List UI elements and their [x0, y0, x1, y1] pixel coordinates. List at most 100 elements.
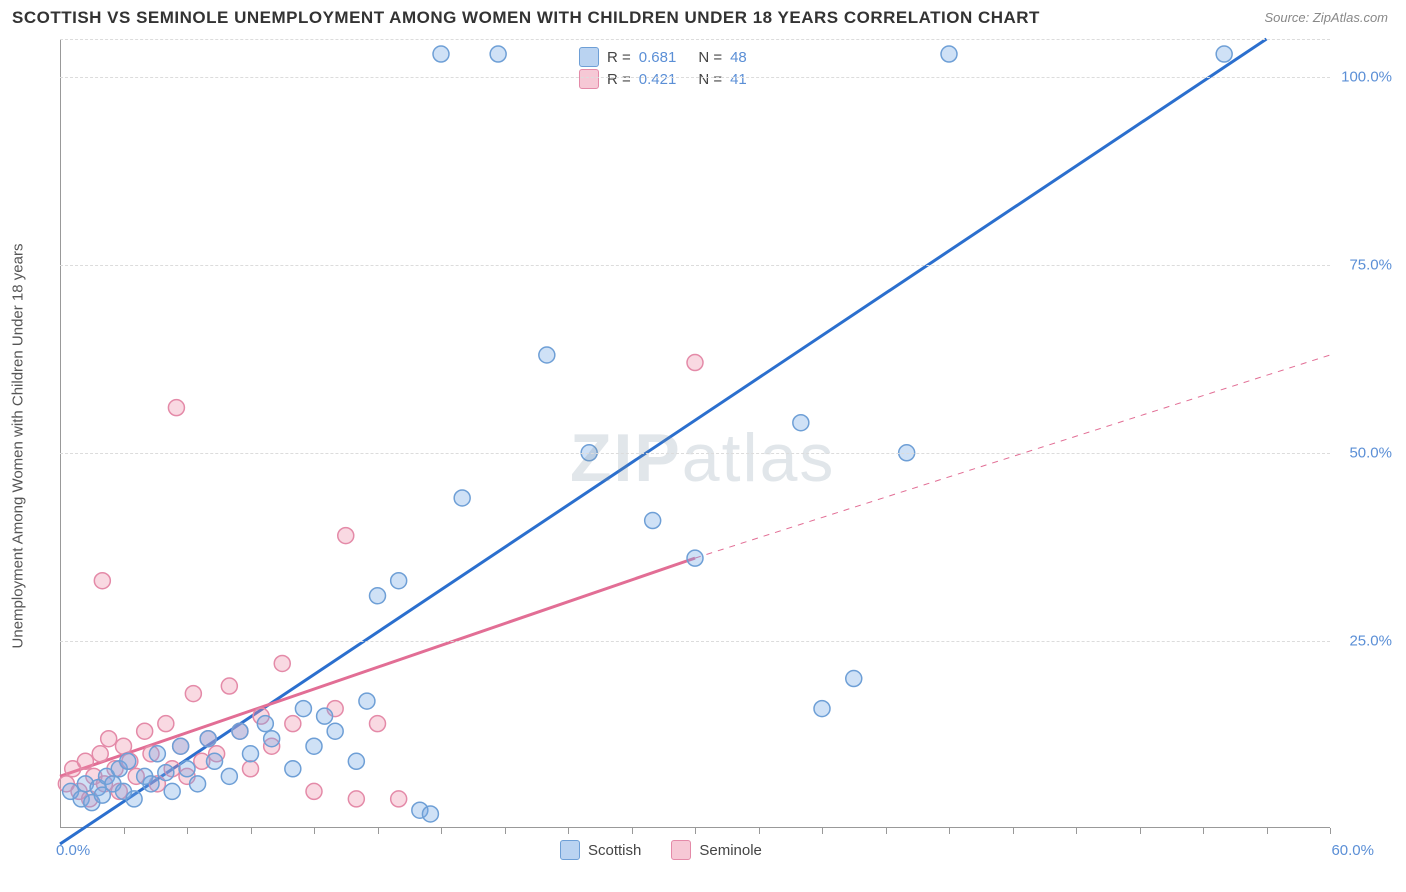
point-scottish [359, 693, 375, 709]
x-tick [822, 828, 823, 834]
legend-item-seminole: Seminole [671, 840, 762, 860]
y-axis-title: Unemployment Among Women with Children U… [10, 244, 27, 649]
point-scottish [348, 753, 364, 769]
legend-swatch-scottish [579, 47, 599, 67]
point-scottish [200, 731, 216, 747]
source-label: Source: ZipAtlas.com [1264, 10, 1388, 25]
x-tick [886, 828, 887, 834]
x-tick [632, 828, 633, 834]
x-tick [1203, 828, 1204, 834]
legend-r-value: 0.681 [639, 49, 677, 66]
point-seminole [243, 761, 259, 777]
y-tick-label: 75.0% [1349, 256, 1392, 273]
point-scottish [539, 347, 555, 363]
point-seminole [348, 791, 364, 807]
legend-n-value: 48 [730, 49, 747, 66]
point-scottish [490, 46, 506, 62]
point-scottish [433, 46, 449, 62]
legend-r-label: R = [607, 71, 631, 88]
point-scottish [306, 738, 322, 754]
point-seminole [687, 355, 703, 371]
legend-label: Seminole [699, 842, 762, 859]
point-scottish [1216, 46, 1232, 62]
point-seminole [94, 573, 110, 589]
x-tick [695, 828, 696, 834]
point-scottish [295, 701, 311, 717]
x-tick [251, 828, 252, 834]
point-scottish [846, 671, 862, 687]
legend-swatch-icon [671, 840, 691, 860]
gridline [60, 77, 1330, 78]
x-tick [1013, 828, 1014, 834]
point-scottish [264, 731, 280, 747]
point-seminole [306, 783, 322, 799]
legend-swatch-icon [560, 840, 580, 860]
point-scottish [370, 588, 386, 604]
point-scottish [645, 513, 661, 529]
point-seminole [221, 678, 237, 694]
legend-row-seminole: R = 0.421 N = 41 [579, 68, 747, 90]
point-seminole [101, 731, 117, 747]
point-scottish [687, 550, 703, 566]
x-tick [1267, 828, 1268, 834]
legend-n-label: N = [698, 49, 722, 66]
point-seminole [137, 723, 153, 739]
x-tick [759, 828, 760, 834]
point-scottish [317, 708, 333, 724]
point-seminole [77, 753, 93, 769]
x-tick [378, 828, 379, 834]
point-seminole [116, 738, 132, 754]
x-tick [1076, 828, 1077, 834]
x-tick [1330, 828, 1331, 834]
point-scottish [327, 723, 343, 739]
legend-series: Scottish Seminole [560, 840, 762, 860]
legend-r-label: R = [607, 49, 631, 66]
point-seminole [370, 716, 386, 732]
point-scottish [143, 776, 159, 792]
x-tick [441, 828, 442, 834]
point-scottish [179, 761, 195, 777]
x-tick [1140, 828, 1141, 834]
x-axis-min-label: 0.0% [56, 842, 90, 859]
y-tick-label: 25.0% [1349, 632, 1392, 649]
gridline [60, 453, 1330, 454]
legend-label: Scottish [588, 842, 641, 859]
point-scottish [158, 765, 174, 781]
legend-swatch-seminole [579, 69, 599, 89]
x-tick [949, 828, 950, 834]
point-scottish [422, 806, 438, 822]
point-scottish [164, 783, 180, 799]
point-scottish [941, 46, 957, 62]
legend-row-scottish: R = 0.681 N = 48 [579, 46, 747, 68]
plot-area: ZIPatlas R = 0.681 N = 48 R = 0.421 N = … [60, 38, 1330, 828]
x-tick [505, 828, 506, 834]
x-tick [187, 828, 188, 834]
point-seminole [168, 400, 184, 416]
point-seminole [158, 716, 174, 732]
point-scottish [232, 723, 248, 739]
point-seminole [92, 746, 108, 762]
chart-title: SCOTTISH VS SEMINOLE UNEMPLOYMENT AMONG … [12, 8, 1040, 28]
gridline [60, 39, 1330, 40]
y-tick-label: 50.0% [1349, 444, 1392, 461]
point-scottish [207, 753, 223, 769]
point-scottish [454, 490, 470, 506]
gridline [60, 265, 1330, 266]
legend-correlation: R = 0.681 N = 48 R = 0.421 N = 41 [570, 41, 756, 95]
x-tick [568, 828, 569, 834]
point-seminole [185, 686, 201, 702]
point-scottish [243, 746, 259, 762]
point-scottish [190, 776, 206, 792]
legend-r-value: 0.421 [639, 71, 677, 88]
point-scottish [173, 738, 189, 754]
point-scottish [285, 761, 301, 777]
point-scottish [221, 768, 237, 784]
y-tick-label: 100.0% [1341, 68, 1392, 85]
gridline [60, 641, 1330, 642]
point-scottish [793, 415, 809, 431]
point-seminole [338, 528, 354, 544]
point-seminole [274, 655, 290, 671]
x-tick [314, 828, 315, 834]
trendline-seminole-dashed [695, 355, 1330, 558]
legend-item-scottish: Scottish [560, 840, 641, 860]
